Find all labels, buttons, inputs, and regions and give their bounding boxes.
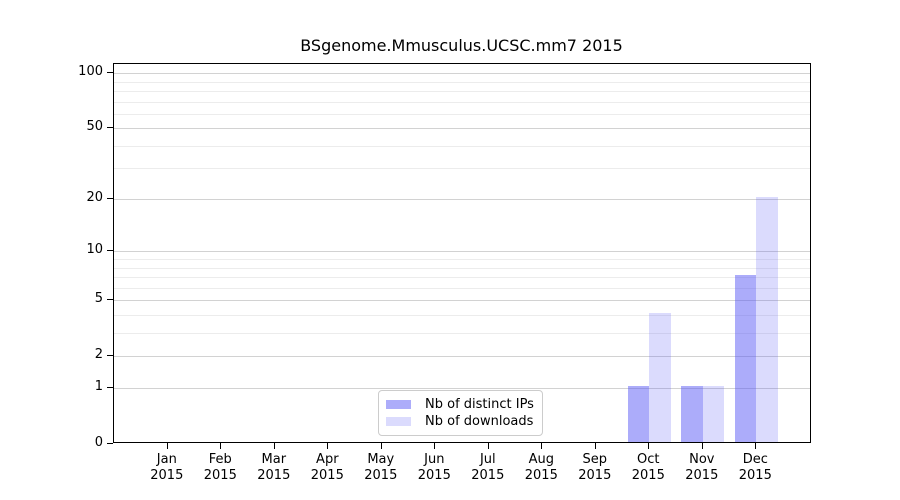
gridline-minor (114, 287, 810, 289)
plot-area (113, 63, 811, 443)
x-tick-month: Mar (261, 452, 287, 467)
y-axis-tick-label: 1 (94, 379, 103, 395)
gridline-major (114, 73, 810, 75)
x-tick-year: 2015 (685, 468, 719, 483)
x-axis-tick-label: May 2015 (349, 452, 413, 484)
x-axis-tick-label: Dec 2015 (723, 452, 787, 484)
y-axis-tick (107, 127, 113, 129)
y-axis-tick (107, 72, 113, 74)
x-tick-month: Dec (742, 452, 768, 467)
y-axis-tick (107, 250, 113, 252)
x-tick-month: Feb (208, 452, 232, 467)
y-axis-tick-label: 20 (86, 190, 103, 206)
gridline-minor (114, 276, 810, 278)
y-axis-tick-label: 0 (94, 435, 103, 450)
x-axis-tick (594, 443, 596, 449)
gridline-minor (114, 168, 810, 170)
gridline-minor (114, 101, 810, 103)
gridline-minor (114, 145, 810, 147)
x-axis-tick-label: Jul 2015 (456, 452, 520, 484)
y-axis-tick-label: 5 (94, 291, 103, 306)
legend-label: Nb of distinct IPs (425, 397, 534, 412)
x-axis-tick-label: Oct 2015 (616, 452, 680, 484)
x-axis-tick (273, 443, 275, 449)
x-axis-tick (434, 443, 436, 449)
x-axis-tick-label: Jun 2015 (402, 452, 466, 484)
x-tick-year: 2015 (310, 468, 344, 483)
x-tick-year: 2015 (257, 468, 291, 483)
x-tick-year: 2015 (738, 468, 772, 483)
gridline-minor (114, 332, 810, 334)
x-tick-month: Aug (528, 452, 554, 467)
x-tick-month: May (367, 452, 395, 467)
x-axis-tick-label: Nov 2015 (670, 452, 734, 484)
y-axis-tick (107, 354, 113, 356)
x-tick-month: Jan (156, 452, 177, 467)
x-tick-month: Jul (479, 452, 496, 467)
x-axis-tick-label: Aug 2015 (509, 452, 573, 484)
bar-distinct-ips-dec (734, 274, 757, 442)
x-axis-tick (166, 443, 168, 449)
y-axis-tick (107, 443, 113, 444)
y-axis-tick-label: 50 (86, 119, 103, 135)
bar-distinct-ips-oct (627, 386, 650, 442)
x-axis-tick (648, 443, 650, 449)
x-axis-tick (380, 443, 382, 449)
gridline-major (114, 388, 810, 390)
gridline-major (114, 300, 810, 301)
x-tick-month: Oct (637, 452, 660, 467)
x-axis-tick (487, 443, 489, 449)
x-tick-month: Nov (689, 452, 715, 467)
x-axis-tick (220, 443, 222, 449)
legend-entry: Nb of downloads (386, 413, 534, 430)
x-axis-tick (541, 443, 543, 449)
bar-distinct-ips-nov (681, 386, 703, 442)
x-axis-tick (701, 443, 703, 449)
x-axis-tick (327, 443, 329, 449)
x-tick-month: Sep (582, 452, 608, 467)
legend-swatch-distinct-ips (386, 400, 411, 409)
y-axis-tick-label: 2 (94, 346, 103, 362)
x-axis-tick-label: Mar 2015 (242, 452, 306, 484)
gridline-minor (114, 267, 810, 269)
gridline-major (114, 128, 810, 130)
gridline-major (114, 199, 810, 201)
gridline-major (114, 251, 810, 253)
gridline-minor (114, 90, 810, 92)
y-axis-tick (107, 299, 113, 300)
x-tick-year: 2015 (417, 468, 451, 483)
x-axis-tick (755, 443, 757, 449)
x-axis-tick-label: Apr 2015 (295, 452, 359, 484)
x-tick-year: 2015 (631, 468, 665, 483)
legend-label: Nb of downloads (425, 414, 534, 429)
legend: Nb of distinct IPs Nb of downloads (378, 390, 543, 436)
y-axis-tick-label: 10 (86, 242, 103, 258)
bar-downloads-nov (702, 386, 725, 442)
bar-downloads-oct (649, 312, 671, 442)
x-axis-tick-label: Sep 2015 (563, 452, 627, 484)
x-tick-year: 2015 (364, 468, 398, 483)
y-axis-tick-label: 100 (78, 64, 103, 80)
x-tick-year: 2015 (471, 468, 505, 483)
x-tick-year: 2015 (203, 468, 237, 483)
gridline-minor (114, 81, 810, 83)
x-tick-year: 2015 (578, 468, 612, 483)
x-tick-month: Jun (424, 452, 445, 467)
x-axis-tick-label: Jan 2015 (135, 452, 199, 484)
legend-entry: Nb of distinct IPs (386, 396, 534, 413)
x-tick-month: Apr (316, 452, 339, 467)
gridline-minor (114, 314, 810, 316)
bar-downloads-dec (756, 197, 778, 442)
gridline-major (114, 355, 810, 357)
legend-swatch-downloads (386, 417, 411, 426)
x-tick-year: 2015 (150, 468, 184, 483)
gridline-minor (114, 259, 810, 260)
gridline-minor (114, 113, 810, 115)
y-axis-tick (107, 387, 113, 389)
y-axis-tick (107, 198, 113, 200)
x-tick-year: 2015 (524, 468, 558, 483)
chart-title: BSgenome.Mmusculus.UCSC.mm7 2015 (300, 36, 623, 55)
x-axis-tick-label: Feb 2015 (188, 452, 252, 484)
